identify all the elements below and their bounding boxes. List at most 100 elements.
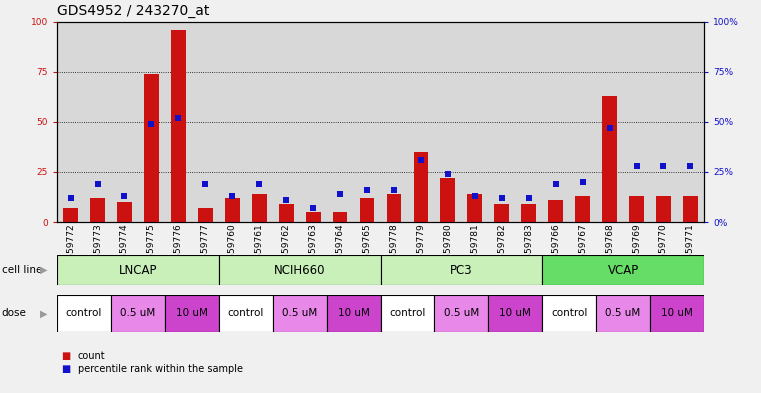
Point — [119, 193, 131, 199]
Bar — [569, 22, 596, 222]
Text: PC3: PC3 — [450, 264, 473, 277]
Bar — [165, 295, 219, 332]
Bar — [650, 295, 704, 332]
Text: 10 uM: 10 uM — [176, 309, 208, 318]
Bar — [441, 178, 455, 222]
Bar — [380, 255, 542, 285]
Bar — [407, 22, 435, 222]
Bar — [272, 22, 300, 222]
Bar — [57, 255, 219, 285]
Bar — [543, 22, 569, 222]
Text: 0.5 uM: 0.5 uM — [282, 309, 317, 318]
Bar — [333, 212, 348, 222]
Bar — [435, 295, 489, 332]
Bar — [354, 22, 380, 222]
Bar — [117, 202, 132, 222]
Bar — [677, 22, 704, 222]
Bar — [57, 295, 111, 332]
Bar — [171, 29, 186, 222]
Bar — [623, 22, 650, 222]
Text: ■: ■ — [61, 364, 70, 375]
Bar — [360, 198, 374, 222]
Point — [388, 187, 400, 193]
Bar — [326, 22, 354, 222]
Point — [415, 157, 427, 163]
Text: VCAP: VCAP — [607, 264, 638, 277]
Bar — [467, 194, 482, 222]
Bar — [650, 22, 677, 222]
Point — [172, 115, 184, 121]
Point — [334, 191, 346, 197]
Bar — [219, 22, 246, 222]
Point — [549, 181, 562, 187]
Bar — [63, 208, 78, 222]
Bar — [306, 212, 320, 222]
Bar — [57, 22, 84, 222]
Point — [65, 195, 77, 201]
Text: 10 uM: 10 uM — [499, 309, 531, 318]
Bar — [111, 295, 165, 332]
Point — [658, 163, 670, 169]
Bar — [300, 22, 326, 222]
Bar — [326, 295, 380, 332]
Point — [199, 181, 212, 187]
Bar — [380, 22, 407, 222]
Point — [253, 181, 266, 187]
Text: NCIH660: NCIH660 — [274, 264, 326, 277]
Text: control: control — [66, 309, 102, 318]
Text: 0.5 uM: 0.5 uM — [120, 309, 155, 318]
Text: control: control — [390, 309, 425, 318]
Point — [577, 179, 589, 185]
Bar — [575, 196, 590, 222]
Text: control: control — [228, 309, 264, 318]
Text: ▶: ▶ — [40, 309, 47, 318]
Bar — [596, 295, 650, 332]
Bar — [543, 255, 704, 285]
Bar — [252, 194, 266, 222]
Bar — [84, 22, 111, 222]
Bar — [602, 96, 617, 222]
Point — [280, 197, 292, 203]
Bar — [489, 295, 542, 332]
Bar — [165, 22, 192, 222]
Point — [469, 193, 481, 199]
Point — [442, 171, 454, 177]
Bar — [224, 198, 240, 222]
Bar — [461, 22, 489, 222]
Bar — [192, 22, 219, 222]
Bar — [138, 22, 165, 222]
Text: 0.5 uM: 0.5 uM — [606, 309, 641, 318]
Point — [91, 181, 103, 187]
Bar — [683, 196, 698, 222]
Text: count: count — [78, 351, 105, 361]
Point — [361, 187, 373, 193]
Bar — [272, 295, 326, 332]
Bar — [548, 200, 563, 222]
Text: ■: ■ — [61, 351, 70, 361]
Bar — [435, 22, 461, 222]
Bar — [219, 295, 272, 332]
Bar — [489, 22, 515, 222]
Bar — [629, 196, 644, 222]
Point — [307, 205, 319, 211]
Bar — [495, 204, 509, 222]
Text: 0.5 uM: 0.5 uM — [444, 309, 479, 318]
Text: percentile rank within the sample: percentile rank within the sample — [78, 364, 243, 375]
Bar — [144, 74, 159, 222]
Text: dose: dose — [2, 309, 27, 318]
Bar — [380, 295, 435, 332]
Bar — [596, 22, 623, 222]
Bar — [521, 204, 537, 222]
Bar — [387, 194, 401, 222]
Bar — [279, 204, 294, 222]
Text: 10 uM: 10 uM — [338, 309, 370, 318]
Text: GDS4952 / 243270_at: GDS4952 / 243270_at — [57, 4, 209, 18]
Bar — [543, 295, 596, 332]
Text: control: control — [551, 309, 587, 318]
Bar — [219, 255, 380, 285]
Bar — [246, 22, 272, 222]
Text: cell line: cell line — [2, 265, 42, 275]
Point — [523, 195, 535, 201]
Bar — [90, 198, 105, 222]
Bar — [111, 22, 138, 222]
